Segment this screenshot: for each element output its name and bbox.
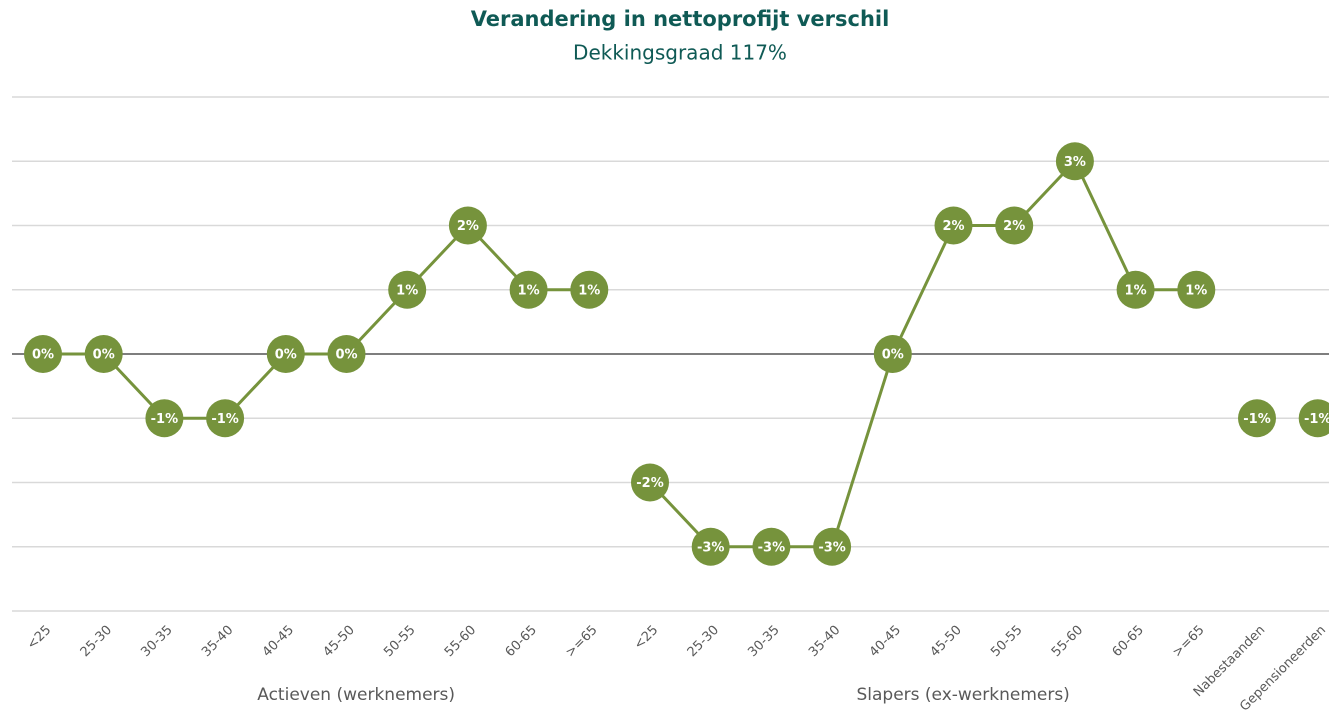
x-tick-label: 40-45 xyxy=(867,623,904,660)
data-label: -3% xyxy=(818,540,845,555)
x-tick-label: 25-30 xyxy=(685,623,722,660)
data-point xyxy=(691,527,730,566)
data-point xyxy=(1177,270,1216,309)
data-point xyxy=(84,335,123,373)
x-tick-label: 45-50 xyxy=(320,623,357,660)
group-label: Slapers (ex-werknemers) xyxy=(856,685,1069,705)
data-point xyxy=(1238,399,1276,438)
data-label: 2% xyxy=(1003,219,1025,234)
data-label: 0% xyxy=(275,348,297,363)
data-point xyxy=(1055,142,1094,181)
data-label: 3% xyxy=(1064,155,1086,170)
x-tick-label: 55-60 xyxy=(442,623,479,660)
x-tick-label: <25 xyxy=(631,623,661,653)
data-point xyxy=(448,206,487,245)
chart-title: Verandering in nettoprofijt verschil xyxy=(471,7,890,31)
data-label: 2% xyxy=(457,219,479,234)
series-line xyxy=(43,223,590,420)
x-tick-label: 35-40 xyxy=(806,623,843,660)
data-point xyxy=(631,463,669,502)
data-point xyxy=(570,270,609,309)
data-point xyxy=(266,335,305,373)
x-tick-label: 60-65 xyxy=(1110,623,1147,660)
x-tick-label: 25-30 xyxy=(78,623,115,660)
x-tick-label: 40-45 xyxy=(260,623,297,660)
data-point xyxy=(813,527,852,566)
x-tick-label: >=65 xyxy=(563,623,601,661)
data-point xyxy=(752,527,791,566)
data-point xyxy=(388,270,427,309)
data-label: 0% xyxy=(32,348,54,363)
x-tick-label: 60-65 xyxy=(503,623,540,660)
x-tick-label: 50-55 xyxy=(381,623,418,660)
data-label: 1% xyxy=(396,283,418,298)
data-point xyxy=(24,335,62,373)
data-point xyxy=(327,335,366,373)
x-tick-label: 45-50 xyxy=(927,623,964,660)
data-label: -1% xyxy=(211,412,238,427)
data-label: 1% xyxy=(1185,283,1207,298)
chart-subtitle: Dekkingsgraad 117% xyxy=(573,41,787,65)
data-point xyxy=(206,399,245,438)
x-tick-label: >=65 xyxy=(1170,623,1208,661)
data-point xyxy=(1298,399,1329,438)
group-label: Actieven (werknemers) xyxy=(257,685,455,705)
data-label: 0% xyxy=(882,348,904,363)
data-point xyxy=(1116,270,1155,309)
data-label: -1% xyxy=(1304,412,1329,427)
x-tick-label: 30-35 xyxy=(745,623,782,660)
data-point xyxy=(509,270,548,309)
data-label: 0% xyxy=(335,348,357,363)
x-tick-label: 30-35 xyxy=(138,623,175,660)
data-label: -1% xyxy=(151,412,178,427)
data-label: 1% xyxy=(1125,283,1147,298)
data-point xyxy=(995,206,1034,245)
data-point xyxy=(873,335,912,373)
data-label: -3% xyxy=(758,540,785,555)
data-label: -3% xyxy=(697,540,724,555)
data-label: -1% xyxy=(1243,412,1270,427)
data-label: 0% xyxy=(93,348,115,363)
data-label: 2% xyxy=(942,219,964,234)
x-tick-label: 50-55 xyxy=(988,623,1025,660)
data-point xyxy=(934,206,973,245)
x-tick-label: 35-40 xyxy=(199,623,236,660)
x-tick-label: 55-60 xyxy=(1049,623,1086,660)
series-line xyxy=(648,158,1197,549)
data-label: 1% xyxy=(518,283,540,298)
data-label: -2% xyxy=(636,476,663,491)
data-point xyxy=(145,399,184,438)
data-label: 1% xyxy=(578,283,600,298)
x-tick-label: <25 xyxy=(24,623,54,653)
